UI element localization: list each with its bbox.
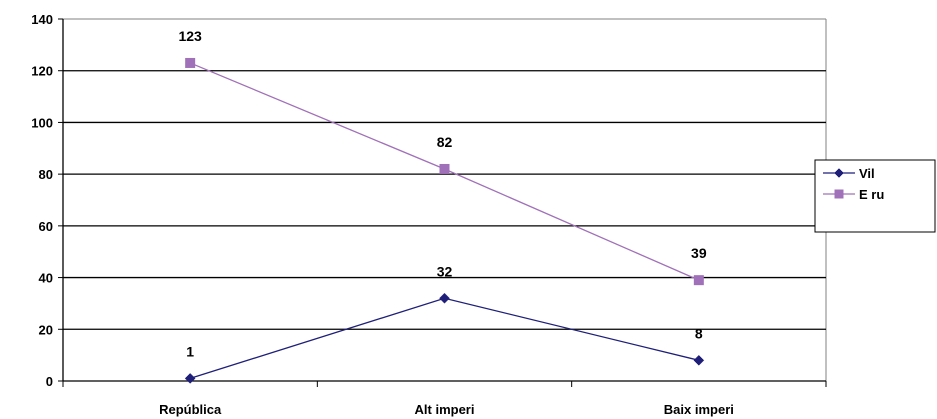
diamond-marker xyxy=(693,354,705,366)
x-tick-label: Baix imperi xyxy=(664,402,734,417)
y-tick-label: 20 xyxy=(39,322,53,337)
square-marker xyxy=(693,275,704,286)
data-label: 82 xyxy=(437,134,453,150)
x-tick-label: Alt imperi xyxy=(415,402,475,417)
diamond-marker xyxy=(834,168,844,178)
square-marker xyxy=(185,57,196,68)
diamond-marker xyxy=(439,292,450,304)
y-tick-label: 100 xyxy=(31,115,53,130)
y-tick-label: 60 xyxy=(39,219,53,234)
gridlines xyxy=(63,18,827,381)
data-label: 1 xyxy=(186,343,194,359)
y-tick-label: 80 xyxy=(39,167,53,182)
data-labels: 1 32 8 123 82 39 xyxy=(178,28,706,359)
data-label: 123 xyxy=(178,28,202,44)
square-marker xyxy=(439,163,450,174)
y-tick-label: 140 xyxy=(31,12,53,27)
data-label: 32 xyxy=(437,263,453,279)
y-tick-label: 40 xyxy=(39,271,53,286)
legend-label: Vil xyxy=(859,166,875,181)
diamond-marker xyxy=(184,373,196,384)
x-tick-label: República xyxy=(159,402,222,417)
data-label: 8 xyxy=(695,325,703,341)
series-line xyxy=(189,297,699,380)
y-tick-label: 120 xyxy=(31,64,53,79)
y-tick-label: 0 xyxy=(46,374,53,389)
square-marker xyxy=(834,189,844,199)
series xyxy=(184,57,705,384)
legend-label: E ru xyxy=(859,187,884,202)
data-label: 39 xyxy=(691,245,707,261)
axes: 0 20 40 60 80 100 120 140 República Alt imperi Bai… xyxy=(31,12,827,417)
legend: Vil E ru xyxy=(814,159,936,233)
